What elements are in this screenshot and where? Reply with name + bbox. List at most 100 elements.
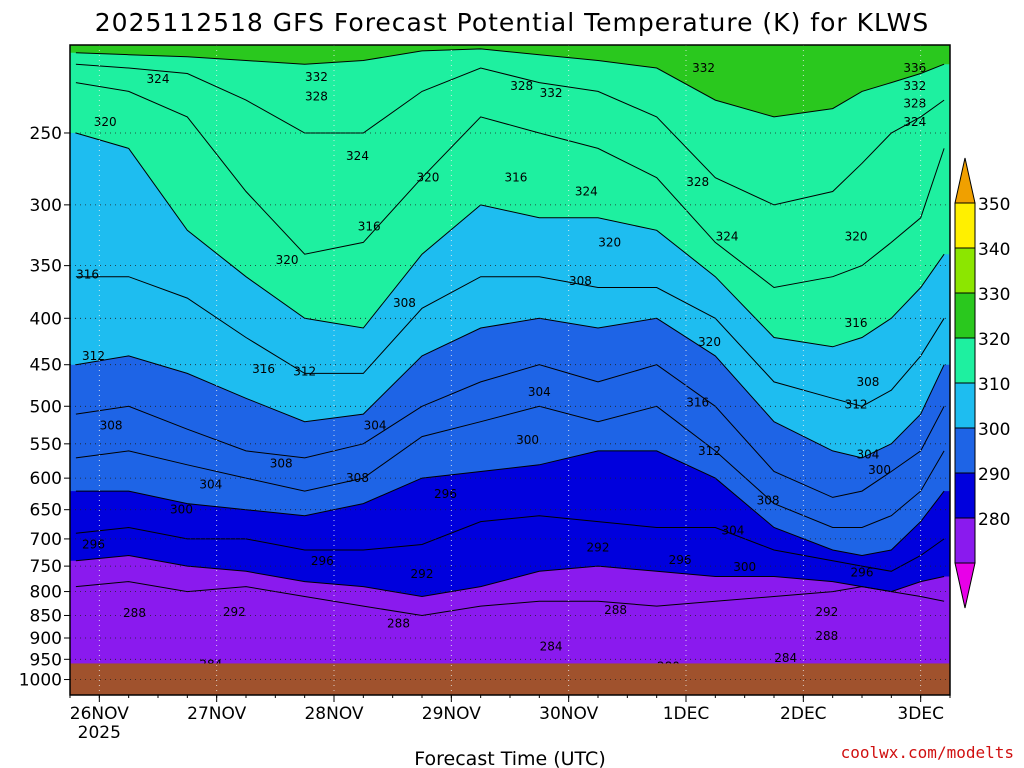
x-tick-sublabel: 2025 (78, 723, 121, 743)
contour-label-320: 320 (598, 235, 621, 249)
y-tick-label: 850 (30, 607, 62, 627)
contour-label-332: 332 (540, 86, 563, 100)
x-tick-label: 27NOV (187, 704, 246, 724)
contour-label-292: 292 (587, 540, 610, 554)
contour-label-316: 316 (358, 220, 381, 234)
contour-label-308: 308 (393, 296, 416, 310)
contour-label-296: 296 (669, 553, 692, 567)
colorbar-segment (954, 427, 976, 474)
colorbar-segment (954, 472, 976, 519)
x-tick-label: 2DEC (780, 704, 827, 724)
contour-label-304: 304 (721, 523, 744, 537)
contour-label-304: 304 (856, 447, 879, 461)
y-tick-label: 400 (30, 309, 62, 329)
contour-label-332: 332 (305, 70, 328, 84)
y-tick-label: 700 (30, 530, 62, 550)
contour-label-316: 316 (686, 395, 709, 409)
contour-label-328: 328 (903, 97, 926, 111)
colorbar-segment (954, 247, 976, 294)
contour-label-320: 320 (416, 171, 439, 185)
contour-label-300: 300 (733, 560, 756, 574)
contour-label-308: 308 (856, 375, 879, 389)
contour-label-292: 292 (815, 605, 838, 619)
contour-label-312: 312 (293, 365, 316, 379)
contour-label-312: 312 (845, 398, 868, 412)
contour-label-320: 320 (845, 229, 868, 243)
y-tick-label: 550 (30, 435, 62, 455)
colorbar-segment (954, 382, 976, 429)
contour-label-284: 284 (774, 651, 797, 665)
colorbar-label: 290 (978, 465, 1010, 485)
credit-link[interactable]: coolwx.com/modelts (841, 743, 1014, 762)
contour-label-320: 320 (276, 253, 299, 267)
y-tick-label: 300 (30, 196, 62, 216)
contour-label-296: 296 (311, 554, 334, 568)
contour-label-328: 328 (305, 90, 328, 104)
colorbar-extend-bottom (954, 562, 976, 609)
isentrope-312 (75, 317, 945, 459)
contour-label-332: 332 (692, 61, 715, 75)
contour-label-324: 324 (147, 72, 170, 86)
contour-label-layer: 324 332 328 328 332 332 336 332 328 324 320 324 320 3… (76, 61, 926, 687)
contour-label-308: 308 (100, 419, 123, 433)
contour-label-336: 336 (903, 61, 926, 75)
y-tick-label: 900 (30, 629, 62, 649)
contour-label-292: 292 (411, 567, 434, 581)
x-tick-label: 3DEC (897, 704, 944, 724)
contour-label-316: 316 (845, 316, 868, 330)
contour-label-300: 300 (170, 503, 193, 517)
colorbar-extend-top (954, 157, 976, 204)
grid-layer (70, 45, 950, 695)
contour-label-320: 320 (698, 335, 721, 349)
colorbar-label: 320 (978, 330, 1010, 350)
colorbar-label: 350 (978, 195, 1010, 215)
isentrope-304 (75, 405, 945, 528)
x-axis-title: Forecast Time (UTC) (414, 748, 605, 768)
x-tick-label: 29NOV (422, 704, 481, 724)
y-tick-label: 450 (30, 356, 62, 376)
isentrope-layer (75, 48, 945, 617)
contour-label-312: 312 (698, 444, 721, 458)
x-tick-label: 26NOV (70, 704, 129, 724)
y-tick-label: 800 (30, 583, 62, 603)
colorbar-label: 340 (978, 240, 1010, 260)
contour-label-324: 324 (716, 229, 739, 243)
contour-label-316: 316 (504, 171, 527, 185)
contour-label-304: 304 (528, 385, 551, 399)
x-tick-label: 1DEC (663, 704, 710, 724)
colorbar-label: 280 (978, 510, 1010, 530)
isentrope-316 (75, 276, 945, 407)
colorbar-segment (954, 337, 976, 384)
isentrope-328 (75, 63, 945, 206)
contour-label-308: 308 (270, 456, 293, 470)
theta-fill-layer (70, 45, 950, 695)
chart-title: 2025112518 GFS Forecast Potential Temper… (95, 8, 929, 37)
contour-label-296: 296 (82, 538, 105, 552)
contour-label-328: 328 (686, 175, 709, 189)
plot-area: 324 332 328 328 332 332 336 332 328 324 320 324 320 3… (70, 45, 950, 695)
contour-label-308: 308 (346, 471, 369, 485)
colorbar-segment (954, 517, 976, 564)
isentrope-332 (75, 48, 945, 118)
contour-label-328: 328 (510, 79, 533, 93)
contour-label-332: 332 (903, 79, 926, 93)
colorbar-segment (954, 202, 976, 249)
y-tick-label: 750 (30, 557, 62, 577)
colorbar: 350 340 330 320 310 300 290 280 (954, 157, 1010, 609)
contour-label-312: 312 (82, 349, 105, 363)
colorbar-label: 330 (978, 285, 1010, 305)
y-tick-label: 600 (30, 469, 62, 489)
pressure-axis: 2503003504004505005506006507007508008509… (19, 124, 70, 691)
contour-label-304: 304 (199, 478, 222, 492)
y-tick-label: 350 (30, 257, 62, 277)
contour-label-320: 320 (94, 115, 117, 129)
contour-label-292: 292 (223, 605, 246, 619)
contour-label-284: 284 (540, 640, 563, 654)
contour-label-304: 304 (364, 419, 387, 433)
contour-label-288: 288 (815, 629, 838, 643)
contour-label-296: 296 (851, 565, 874, 579)
y-tick-label: 250 (30, 124, 62, 144)
contour-label-324: 324 (903, 115, 926, 129)
contour-label-316: 316 (252, 362, 275, 376)
